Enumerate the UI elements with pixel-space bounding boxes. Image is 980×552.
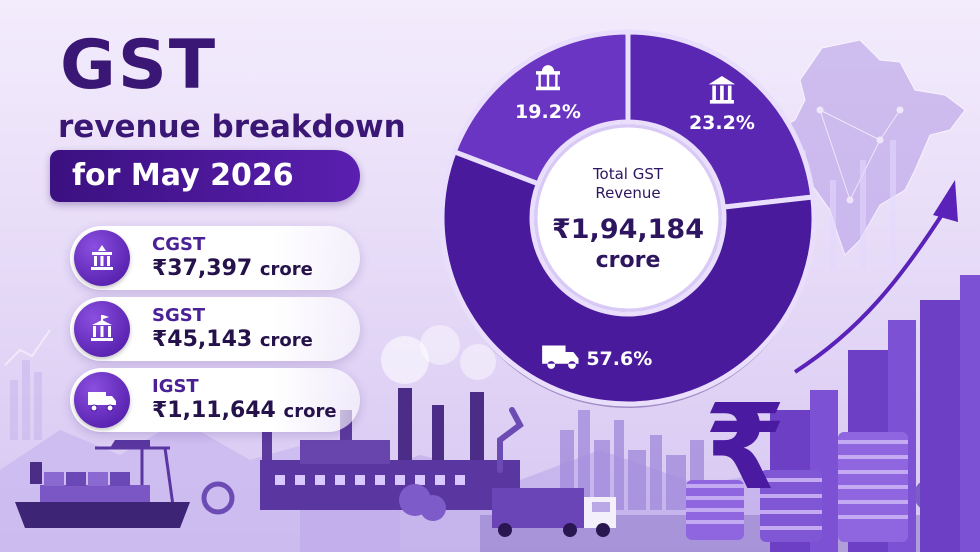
parliament-building-icon bbox=[536, 65, 561, 91]
card-label: CGST bbox=[152, 234, 206, 255]
donut-slice-cgst bbox=[450, 29, 631, 188]
donut-center-unit: crore bbox=[595, 248, 661, 273]
card-label: IGST bbox=[152, 376, 199, 397]
gst-donut-chart: 23.2% 57.6% 19.2% bbox=[439, 29, 817, 408]
donut-slice-label: 23.2% bbox=[689, 112, 755, 134]
donut-slice-sgst bbox=[625, 29, 816, 210]
card-sgst: SGST ₹45,143 crore bbox=[70, 297, 360, 361]
title-gst: GST bbox=[60, 26, 218, 105]
donut-center-value: ₹1,94,184 bbox=[551, 214, 705, 245]
donut-center-title: Total GST Revenue bbox=[592, 165, 664, 202]
trend-arrow-icon bbox=[793, 208, 947, 374]
gear-icon bbox=[201, 481, 235, 515]
donut-center-disc bbox=[534, 124, 722, 312]
rupee-symbol-icon: ₹ bbox=[704, 378, 786, 516]
left-trend-decor bbox=[4, 329, 51, 440]
truck-decor bbox=[492, 488, 616, 537]
card-label: SGST bbox=[152, 305, 205, 326]
donut-slice-igst bbox=[439, 148, 817, 407]
card-value: ₹37,397 crore bbox=[152, 256, 313, 281]
cargo-ship-icon bbox=[15, 440, 190, 528]
card-igst: IGST ₹1,11,644 crore bbox=[70, 368, 360, 432]
truck-icon bbox=[542, 345, 579, 369]
state-building-icon bbox=[708, 76, 736, 104]
title-subtitle: revenue breakdown bbox=[58, 109, 406, 145]
truck-icon bbox=[74, 372, 130, 428]
coin-stack-icon bbox=[686, 432, 908, 542]
donut-slice-label: 57.6% bbox=[586, 348, 652, 370]
card-value: ₹1,11,644 crore bbox=[152, 398, 337, 423]
card-cgst: CGST ₹37,397 crore bbox=[70, 226, 360, 290]
card-value: ₹45,143 crore bbox=[152, 327, 313, 352]
factory-icon bbox=[201, 325, 524, 515]
state-building-icon bbox=[74, 301, 130, 357]
title-period: for May 2026 bbox=[72, 158, 294, 193]
title-period-pill: for May 2026 bbox=[50, 150, 360, 202]
parliament-building-icon bbox=[74, 230, 130, 286]
donut-slice-label: 19.2% bbox=[515, 101, 581, 123]
